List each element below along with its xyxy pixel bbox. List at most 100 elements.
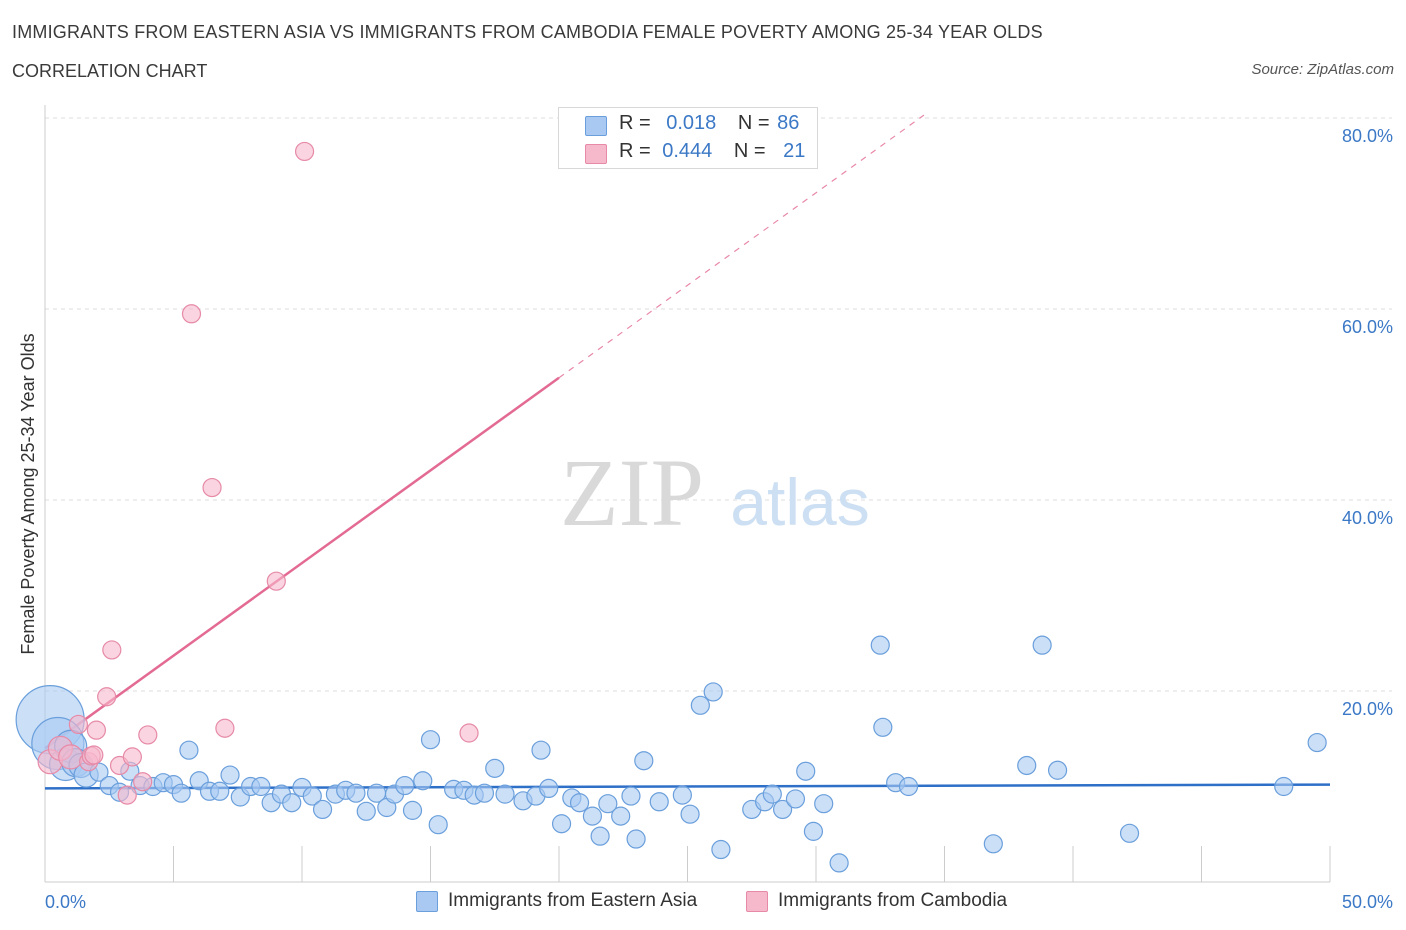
data-point-eastern-asia	[590, 826, 610, 846]
data-point-eastern-asia	[598, 794, 618, 814]
chart-source: Source: ZipAtlas.com	[1251, 61, 1394, 78]
legend-label: Immigrants from Cambodia	[778, 890, 1008, 911]
r-label: R =	[619, 140, 651, 162]
n-label: N =	[737, 112, 770, 134]
watermark-zip: ZIP	[560, 439, 704, 546]
y-tick-label: 60.0%	[1342, 317, 1393, 337]
data-point-eastern-asia	[1274, 776, 1294, 797]
data-point-cambodia	[459, 723, 479, 743]
legend-swatch-blue	[416, 891, 438, 912]
data-point-eastern-asia	[356, 801, 376, 821]
data-point-eastern-asia	[539, 778, 559, 799]
x-tick-label: 0.0%	[45, 892, 86, 912]
data-point-cambodia	[266, 571, 286, 591]
stats-legend: R = 0.018 N = 86 R = 0.444 N = 21	[558, 107, 818, 169]
data-point-eastern-asia	[611, 806, 631, 826]
data-point-cambodia	[97, 687, 117, 707]
trend-line-cambodia	[44, 376, 560, 750]
grid-layer	[45, 117, 1392, 692]
data-point-eastern-asia	[282, 793, 302, 813]
n-value: 21	[783, 140, 806, 162]
data-point-eastern-asia	[485, 758, 505, 778]
data-point-eastern-asia	[898, 776, 919, 797]
data-point-cambodia	[117, 785, 137, 805]
data-point-eastern-asia	[772, 799, 793, 820]
data-point-eastern-asia	[428, 815, 448, 835]
data-point-eastern-asia	[680, 804, 700, 824]
data-point-cambodia	[294, 141, 315, 162]
data-point-eastern-asia	[1032, 635, 1052, 655]
data-point-eastern-asia	[1307, 732, 1327, 753]
data-point-eastern-asia	[1017, 755, 1037, 776]
watermark: ZIP atlas	[560, 439, 870, 546]
data-point-eastern-asia	[703, 682, 723, 702]
data-point-eastern-asia	[983, 834, 1003, 854]
y-axis-title: Female Poverty Among 25-34 Year Olds	[18, 333, 38, 654]
data-point-eastern-asia	[672, 785, 692, 805]
data-point-eastern-asia	[474, 783, 495, 803]
r-label: R =	[619, 112, 651, 134]
data-point-eastern-asia	[531, 740, 551, 760]
data-point-eastern-asia	[785, 789, 806, 809]
y-tick-label: 40.0%	[1342, 508, 1393, 528]
data-point-eastern-asia	[870, 635, 890, 655]
data-point-eastern-asia	[413, 771, 433, 791]
data-point-eastern-asia	[762, 784, 782, 804]
data-point-eastern-asia	[569, 793, 590, 813]
data-point-eastern-asia	[251, 776, 271, 797]
data-point-eastern-asia	[312, 799, 333, 820]
data-point-eastern-asia	[395, 775, 415, 796]
data-point-eastern-asia	[711, 839, 731, 860]
data-point-eastern-asia	[649, 792, 669, 812]
stats-legend-swatch-blue	[585, 116, 607, 136]
r-value: 0.444	[662, 140, 713, 162]
data-point-eastern-asia	[402, 800, 423, 820]
data-point-cambodia	[122, 747, 142, 767]
x-tick-label: 50.0%	[1342, 892, 1393, 912]
data-point-cambodia	[84, 745, 104, 765]
data-point-eastern-asia	[803, 821, 824, 841]
data-point-cambodia	[202, 477, 222, 498]
data-point-cambodia	[133, 772, 153, 792]
data-point-eastern-asia	[582, 806, 603, 826]
chart-title: IMMIGRANTS FROM EASTERN ASIA VS IMMIGRAN…	[12, 22, 1043, 42]
data-point-eastern-asia	[634, 751, 654, 771]
data-point-eastern-asia	[796, 761, 816, 781]
data-point-cambodia	[102, 640, 122, 660]
data-point-eastern-asia	[420, 730, 441, 750]
data-point-cambodia	[181, 304, 202, 324]
data-point-cambodia	[68, 714, 89, 735]
data-point-cambodia	[86, 720, 107, 740]
data-point-eastern-asia	[690, 695, 710, 715]
data-point-eastern-asia	[621, 786, 641, 806]
chart-subtitle: CORRELATION CHART	[12, 61, 208, 81]
data-point-eastern-asia	[210, 781, 230, 801]
data-point-eastern-asia	[829, 853, 849, 873]
axis-layer: 20.0% 40.0% 60.0% 80.0% 0.0% 50.0%	[44, 105, 1393, 912]
legend-label: Immigrants from Eastern Asia	[448, 890, 698, 911]
points-layer	[15, 141, 1327, 873]
n-value: 86	[777, 112, 800, 134]
watermark-atlas: atlas	[730, 465, 869, 539]
data-point-eastern-asia	[1119, 823, 1140, 843]
data-point-eastern-asia	[873, 717, 893, 737]
data-point-eastern-asia	[626, 829, 646, 849]
legend-swatch-pink	[746, 891, 768, 912]
data-point-eastern-asia	[179, 740, 199, 760]
data-point-eastern-asia	[220, 765, 240, 785]
stats-legend-swatch-pink	[585, 144, 607, 164]
data-point-cambodia	[138, 725, 158, 745]
r-value: 0.018	[666, 112, 717, 134]
data-point-eastern-asia	[551, 814, 572, 834]
data-point-eastern-asia	[346, 783, 366, 803]
data-point-cambodia	[215, 718, 235, 738]
n-label: N =	[733, 140, 766, 162]
data-point-eastern-asia	[171, 783, 191, 803]
data-point-cambodia	[58, 744, 84, 770]
data-point-eastern-asia	[495, 784, 515, 804]
y-tick-label: 80.0%	[1342, 126, 1393, 146]
data-point-eastern-asia	[302, 786, 322, 806]
data-point-eastern-asia	[814, 794, 834, 814]
data-point-eastern-asia	[1047, 760, 1068, 780]
